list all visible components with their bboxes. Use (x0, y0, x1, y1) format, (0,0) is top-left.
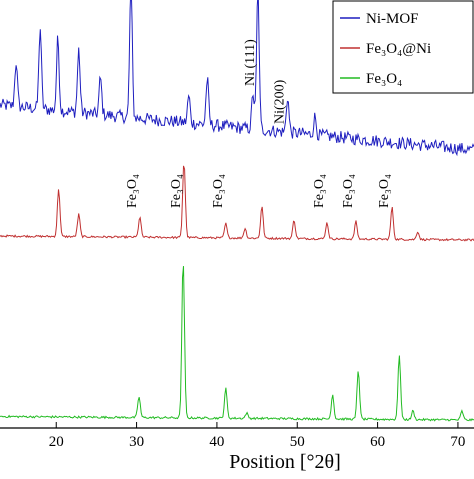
x-tick-label-1: 30 (129, 434, 144, 450)
x-tick-label-4: 60 (370, 434, 385, 450)
series-line-1 (0, 165, 474, 242)
legend-label-2: Fe₃O₄ (366, 71, 402, 87)
peak-annotation-4: Fe₃O₄ (211, 174, 226, 208)
series-layer (0, 0, 474, 422)
x-ticks: 20 30 40 50 60 70 (49, 422, 465, 450)
peak-annotation-1: Ni(200) (273, 79, 288, 124)
x-tick-label-3: 50 (290, 434, 305, 450)
peak-annotation-5: Fe₃O₄ (312, 174, 327, 208)
legend-label-0: Ni-MOF (366, 11, 419, 27)
x-tick-label-5: 70 (450, 434, 465, 450)
legend-label-1: Fe₃O₄@Ni (366, 41, 431, 57)
series-line-2 (0, 266, 474, 422)
peak-annotation-6: Fe₃O₄ (341, 174, 356, 208)
peak-annotation-0: Ni (111) (243, 39, 258, 86)
peak-annotation-3: Fe₃O₄ (169, 174, 184, 208)
x-tick-label-0: 20 (49, 434, 64, 450)
peak-annotation-7: Fe₃O₄ (377, 174, 392, 208)
x-axis-title: Position [°2θ] (229, 451, 340, 473)
legend: Ni-MOF Fe₃O₄@Ni Fe₃O₄ (332, 0, 474, 94)
series-line-0 (0, 0, 474, 157)
peak-annotation-2: Fe₃O₄ (125, 174, 140, 208)
x-tick-label-2: 40 (209, 434, 224, 450)
annotation-layer: Ni (111) Ni(200) Fe₃O₄ Fe₃O₄ Fe₃O₄ Fe₃O₄ Fe₃O₄… (125, 39, 392, 208)
